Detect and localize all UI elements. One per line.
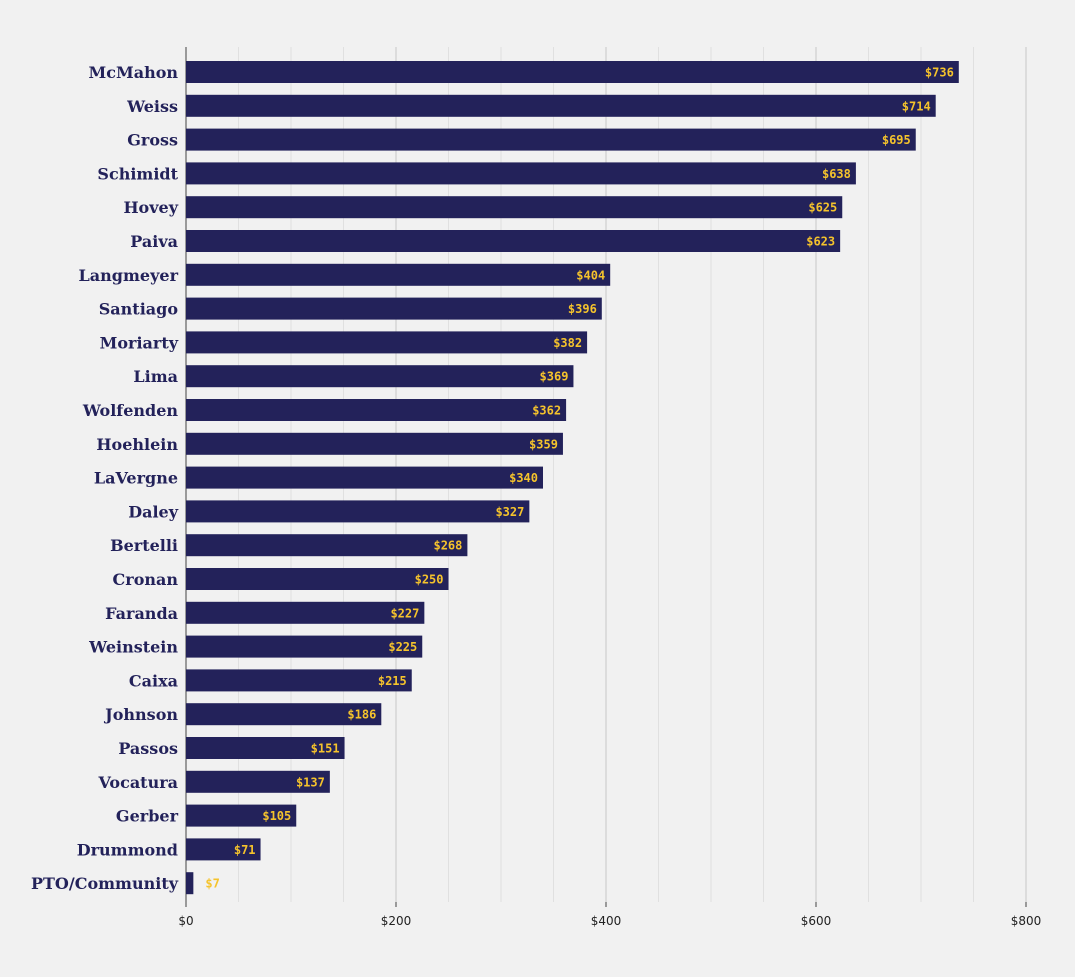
bar-mcmahon — [186, 61, 959, 83]
category-label: Faranda — [105, 604, 178, 623]
bar-wolfenden — [186, 399, 567, 421]
category-label: Johnson — [103, 705, 178, 724]
category-label: Paiva — [130, 232, 178, 251]
data-label: $225 — [388, 640, 417, 654]
category-label: McMahon — [89, 63, 179, 82]
category-label: Wolfenden — [82, 401, 178, 420]
data-label: $151 — [311, 742, 340, 756]
category-label: Moriarty — [100, 333, 179, 352]
bar-weiss — [186, 94, 936, 117]
category-label: Lima — [133, 367, 178, 386]
data-label: $638 — [822, 167, 851, 181]
data-label: $396 — [568, 302, 597, 316]
category-label: Daley — [128, 502, 179, 521]
category-label: Schimidt — [97, 164, 178, 183]
category-label: Weiss — [126, 97, 178, 116]
data-label: $623 — [806, 235, 835, 249]
data-label: $369 — [540, 370, 569, 384]
category-label: Hoehlein — [96, 435, 178, 454]
bar-gerber — [186, 804, 297, 827]
bar-paiva — [186, 230, 841, 252]
bar-pto-community — [186, 872, 194, 895]
data-label: $7 — [205, 877, 219, 891]
data-label: $215 — [378, 674, 407, 688]
x-tick-label: $200 — [381, 914, 412, 928]
bar-moriarty — [186, 331, 588, 354]
data-label: $359 — [529, 437, 558, 451]
data-label: $404 — [576, 268, 605, 282]
data-label: $268 — [433, 539, 462, 553]
bar-gross — [186, 128, 916, 151]
data-label: $186 — [347, 708, 376, 722]
category-label: LaVergne — [94, 469, 178, 488]
data-label: $625 — [808, 201, 837, 215]
bar-daley — [186, 500, 530, 523]
category-label: Drummond — [77, 840, 178, 859]
bar-caixa — [186, 669, 412, 692]
category-label: Santiago — [99, 300, 179, 319]
bar-langmeyer — [186, 263, 611, 286]
data-label: $71 — [234, 843, 256, 857]
bar-cronan — [186, 568, 449, 590]
x-tick-label: $400 — [591, 914, 622, 928]
data-label: $137 — [296, 775, 325, 789]
x-tick-label: $0 — [178, 914, 193, 928]
data-label: $362 — [532, 404, 561, 418]
bar-hoehlein — [186, 432, 563, 455]
category-label: Passos — [118, 739, 178, 758]
data-label: $250 — [415, 573, 444, 587]
bar-drummond — [186, 838, 261, 861]
data-label: $105 — [262, 809, 291, 823]
data-label: $382 — [553, 336, 582, 350]
category-label: Vocatura — [97, 773, 178, 792]
bar-santiago — [186, 297, 602, 320]
category-label: PTO/Community — [31, 874, 179, 893]
x-tick-label: $600 — [801, 914, 832, 928]
category-label: Weinstein — [88, 638, 178, 657]
data-label: $227 — [390, 606, 419, 620]
category-label: Langmeyer — [79, 266, 179, 285]
data-label: $340 — [509, 471, 538, 485]
category-label: Gerber — [116, 807, 179, 826]
data-label: $327 — [495, 505, 524, 519]
bar-johnson — [186, 703, 382, 726]
data-label: $714 — [902, 99, 931, 113]
bar-weinstein — [186, 635, 423, 658]
bar-lavergne — [186, 466, 543, 489]
bar-hovey — [186, 196, 843, 219]
category-label: Hovey — [123, 198, 178, 217]
bar-vocatura — [186, 770, 330, 793]
category-label: Gross — [127, 131, 178, 150]
category-label: Bertelli — [110, 536, 178, 555]
bar-faranda — [186, 601, 425, 624]
category-label: Caixa — [129, 671, 178, 690]
data-label: $736 — [925, 66, 954, 80]
x-tick-label: $800 — [1011, 914, 1042, 928]
data-label: $695 — [882, 133, 911, 147]
bar-bertelli — [186, 534, 468, 557]
bar-schimidt — [186, 162, 856, 185]
category-label: Cronan — [113, 570, 179, 589]
bar-lima — [186, 365, 574, 388]
bar-passos — [186, 737, 345, 759]
